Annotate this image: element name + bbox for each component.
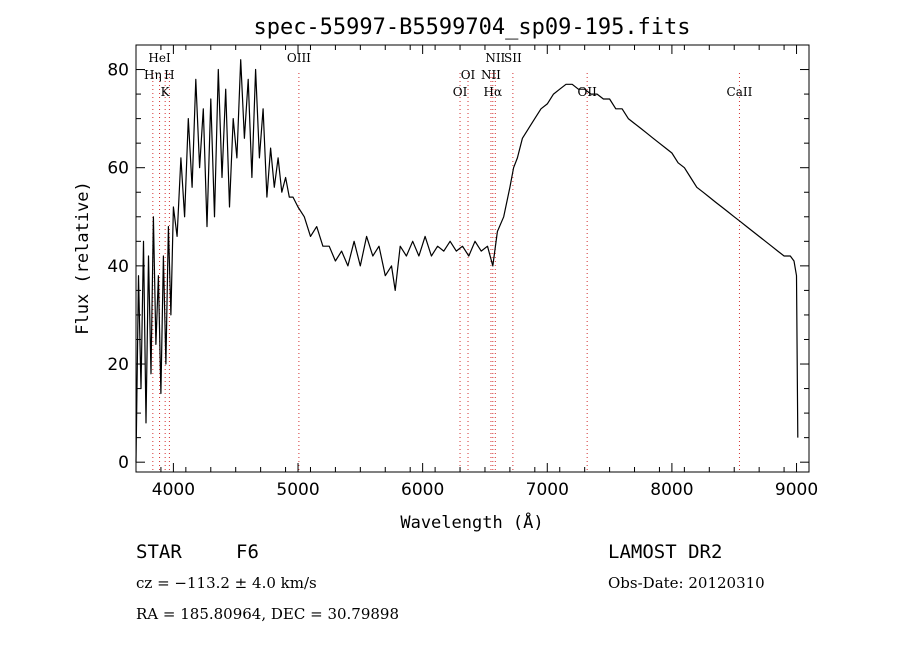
y-tick-label: 40 <box>107 257 129 277</box>
emission-line-label: OIII <box>287 51 311 65</box>
y-tick-label: 0 <box>118 453 129 473</box>
emission-line-label: SII <box>504 51 522 65</box>
emission-line-label: K <box>161 85 171 99</box>
emission-line-label: NII <box>485 51 505 65</box>
survey-label: LAMOST DR2 <box>608 541 722 563</box>
subclass-label: F6 <box>236 541 259 563</box>
x-tick-label: 8000 <box>650 480 693 500</box>
x-tick-label: 5000 <box>276 480 319 500</box>
y-tick-label: 60 <box>107 159 129 179</box>
x-tick-label: 9000 <box>775 480 818 500</box>
redshift-text: cz = −113.2 ± 4.0 km/s <box>136 574 317 592</box>
emission-line-label: Hα <box>484 85 503 99</box>
plot-frame <box>135 44 810 473</box>
axis-ticks: 4000 5000 6000 7000 8000 9000 0 20 40 60 80 <box>107 44 818 500</box>
x-axis-label: Wavelength (Å) <box>400 511 543 533</box>
emission-line-label: CaII <box>727 85 753 99</box>
chart-title: spec-55997-B5599704_sp09-195.fits <box>253 15 690 40</box>
class-label: STAR <box>136 541 182 563</box>
y-axis-label: Flux (relative) <box>73 181 93 335</box>
obs-date-text: Obs-Date: 20120310 <box>608 574 765 592</box>
emission-line-label: OI <box>453 85 468 99</box>
series-layer <box>135 59 799 463</box>
y-tick-label: 80 <box>107 61 129 81</box>
emission-line-label: OII <box>577 85 597 99</box>
x-tick-label: 4000 <box>152 480 195 500</box>
spectrum-series-line <box>135 59 799 463</box>
emission-line-label: Hη <box>144 68 162 82</box>
emission-line-label: OI <box>461 68 476 82</box>
emission-line-markers <box>152 73 740 472</box>
x-tick-label: 7000 <box>526 480 569 500</box>
coords-text: RA = 185.80964, DEC = 30.79898 <box>136 605 399 623</box>
emission-line-label: NII <box>481 68 501 82</box>
emission-line-labels: HeI Hη HK OIII OI OI NII NII Hα SII OII CaII <box>144 51 753 99</box>
y-tick-label: 20 <box>107 355 129 375</box>
emission-line-label: HeI <box>148 51 171 65</box>
emission-line-label: H <box>164 68 174 82</box>
x-tick-label: 6000 <box>401 480 444 500</box>
